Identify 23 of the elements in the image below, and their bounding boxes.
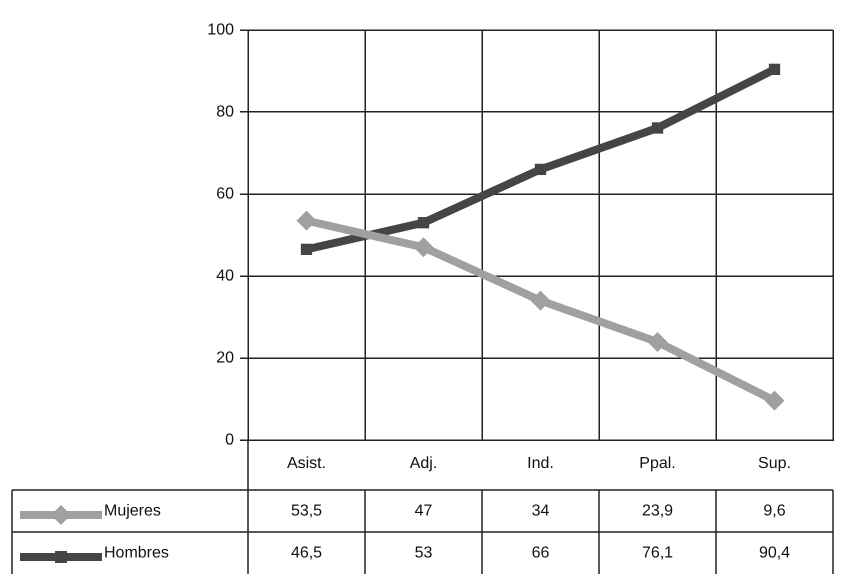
y-tick-label: 40 bbox=[216, 267, 234, 284]
y-tick-label: 60 bbox=[216, 185, 234, 202]
data-label: 76,1 bbox=[642, 544, 674, 562]
x-tick-label: Adj. bbox=[410, 455, 438, 472]
data-label: 66 bbox=[532, 544, 550, 562]
data-label: 53,5 bbox=[290, 502, 322, 520]
y-tick-label: 80 bbox=[216, 103, 234, 120]
x-tick-label: Ind. bbox=[527, 455, 554, 472]
y-tick-label: 0 bbox=[225, 431, 234, 448]
data-label: 90,4 bbox=[758, 544, 790, 562]
data-label: 34 bbox=[532, 502, 550, 520]
x-tick-label: Ppal. bbox=[639, 455, 676, 472]
x-tick-label: Asist. bbox=[286, 455, 326, 472]
data-label: 53 bbox=[414, 544, 432, 562]
data-label: 23,9 bbox=[642, 502, 674, 520]
data-label: 47 bbox=[414, 502, 432, 520]
legend-label: Mujeres bbox=[104, 502, 161, 520]
x-tick-label: Sup. bbox=[758, 455, 791, 472]
legend-label: Hombres bbox=[104, 544, 169, 562]
y-tick-label: 20 bbox=[216, 349, 234, 366]
data-label: 46,5 bbox=[290, 544, 322, 562]
y-tick-label: 100 bbox=[207, 21, 234, 38]
data-label: 9,6 bbox=[763, 502, 786, 520]
